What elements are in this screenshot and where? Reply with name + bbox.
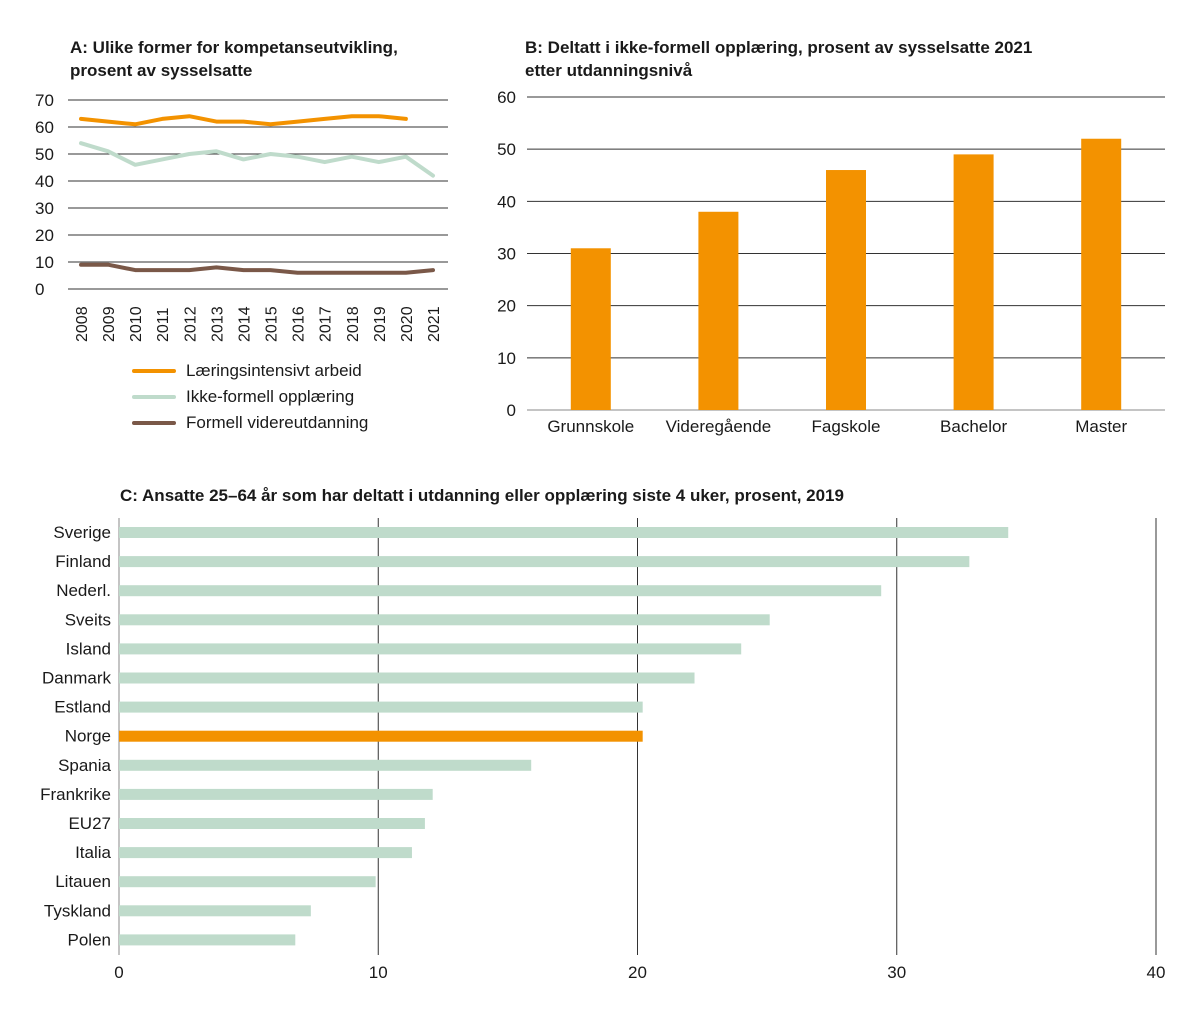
legend-swatch [132,395,176,399]
chart-b-title: B: Deltatt i ikke-formell opplæring, pro… [525,36,1165,82]
y-tick-label: 40 [497,192,516,211]
legend-label: Formell videreutdanning [186,413,369,432]
bar [119,643,742,655]
chart-b-title-line1: B: Deltatt i ikke-formell opplæring, pro… [525,38,1033,57]
bar [119,847,412,859]
y-tick-label: 20 [35,226,54,245]
y-tick-label: Italia [75,843,111,862]
bar [119,585,882,597]
x-tick-label: 2008 [74,306,91,342]
bar [119,818,425,829]
y-tick-label: Spania [58,756,111,775]
x-tick-label: 2018 [345,306,362,342]
y-tick-label: 30 [35,199,54,218]
y-tick-label: Frankrike [40,785,111,804]
bar [119,934,296,946]
x-tick-label: 2013 [209,306,226,342]
x-tick-label: 20 [628,963,647,982]
bar [119,730,643,742]
legend-item: Ikke-formell opplæring [132,384,368,410]
x-tick-label: Bachelor [940,417,1007,436]
x-tick-label: 2015 [264,306,281,342]
x-tick-label: 2019 [372,306,389,342]
bar [1081,138,1122,410]
x-tick-label: 0 [114,963,123,982]
y-tick-label: 50 [35,145,54,164]
y-tick-label: Danmark [42,669,111,688]
series-line-2 [79,141,435,178]
y-tick-label: Estland [54,698,111,717]
y-tick-label: 60 [497,88,516,107]
legend-label: Læringsintensivt arbeid [186,361,362,380]
legend-swatch [132,369,176,373]
chart-a-title-line2: prosent av sysselsatte [70,61,253,80]
y-tick-label: Nederl. [56,581,111,600]
legend-swatch [132,421,176,425]
x-tick-label: 2011 [155,307,172,342]
x-tick-label: 2020 [399,306,416,342]
chart-a-title: A: Ulike former for kompetanseutvikling,… [70,36,470,82]
y-tick-label: EU27 [68,814,111,833]
bar [119,905,311,917]
bar [119,759,532,771]
y-tick-label: Finland [55,552,111,571]
bar [119,701,643,713]
y-tick-label: 70 [35,91,54,110]
x-tick-label: 40 [1147,963,1166,982]
y-tick-label: 10 [497,349,516,368]
y-tick-label: 30 [497,245,516,264]
y-tick-label: Island [66,639,111,658]
bar [119,788,433,800]
y-tick-label: 10 [35,253,54,272]
chart-b-title-line2: etter utdanningsnivå [525,61,693,80]
x-tick-label: 10 [369,963,388,982]
series-line-3 [79,262,435,275]
legend-item: Formell videreutdanning [132,410,368,436]
bar [119,672,695,684]
bar [119,614,770,626]
y-tick-label: 50 [497,140,516,159]
chart-a-title-line1: A: Ulike former for kompetanseutvikling, [70,38,398,57]
x-tick-label: 2021 [426,306,443,342]
y-tick-label: Norge [65,727,111,746]
y-tick-label: Litauen [55,872,111,891]
x-tick-label: 2016 [291,306,308,342]
series-line-1 [79,114,408,127]
y-tick-label: 0 [507,401,516,420]
legend-item: Læringsintensivt arbeid [132,358,368,384]
x-tick-label: Videregående [666,417,772,436]
chart-a-legend: Læringsintensivt arbeid Ikke-formell opp… [132,358,368,436]
bar [119,527,1009,538]
chart-c-title: C: Ansatte 25–64 år som har deltatt i ut… [120,486,844,505]
y-tick-label: Sverige [53,523,111,542]
y-tick-label: 20 [497,297,516,316]
x-tick-label: Master [1075,417,1127,436]
x-tick-label: 2017 [318,306,335,342]
y-tick-label: Polen [68,930,111,949]
y-tick-label: Sveits [65,610,111,629]
bar [570,248,611,410]
bar [826,170,866,410]
x-tick-label: Grunnskole [547,417,634,436]
y-tick-label: 0 [35,280,44,299]
bar [698,211,739,410]
x-tick-label: 2012 [182,306,199,342]
y-tick-label: Tyskland [44,901,111,920]
bar [953,154,994,410]
bar [119,876,376,888]
x-tick-label: 30 [887,963,906,982]
x-tick-label: 2010 [128,306,145,342]
legend-label: Ikke-formell opplæring [186,387,355,406]
x-tick-label: 2009 [101,306,118,342]
x-tick-label: 2014 [236,306,253,342]
y-tick-label: 40 [35,172,54,191]
x-tick-label: Fagskole [812,417,881,436]
bar [119,556,970,568]
y-tick-label: 60 [35,118,54,137]
